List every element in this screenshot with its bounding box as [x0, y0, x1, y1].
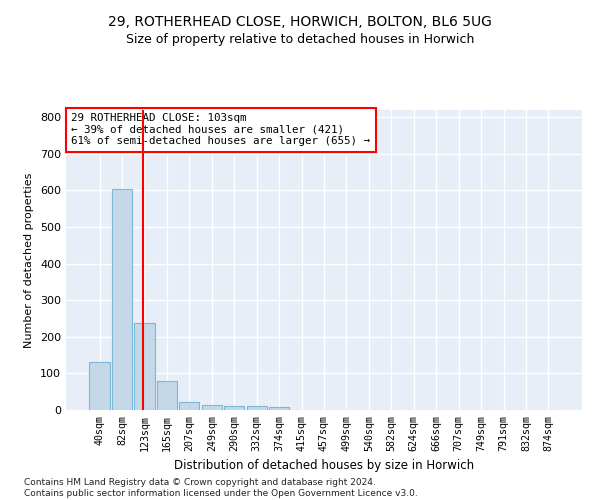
Text: 29 ROTHERHEAD CLOSE: 103sqm
← 39% of detached houses are smaller (421)
61% of se: 29 ROTHERHEAD CLOSE: 103sqm ← 39% of det… [71, 113, 370, 146]
Bar [179, 402, 199, 410]
Bar [202, 405, 222, 410]
Bar [112, 188, 132, 410]
X-axis label: Distribution of detached houses by size in Horwich: Distribution of detached houses by size … [174, 459, 474, 472]
Text: Size of property relative to detached houses in Horwich: Size of property relative to detached ho… [126, 32, 474, 46]
Bar [89, 362, 110, 410]
Bar [224, 406, 244, 410]
Y-axis label: Number of detached properties: Number of detached properties [25, 172, 34, 348]
Bar [269, 406, 289, 410]
Text: Contains HM Land Registry data © Crown copyright and database right 2024.
Contai: Contains HM Land Registry data © Crown c… [24, 478, 418, 498]
Bar [247, 406, 267, 410]
Bar [134, 323, 155, 410]
Bar [157, 380, 177, 410]
Text: 29, ROTHERHEAD CLOSE, HORWICH, BOLTON, BL6 5UG: 29, ROTHERHEAD CLOSE, HORWICH, BOLTON, B… [108, 15, 492, 29]
